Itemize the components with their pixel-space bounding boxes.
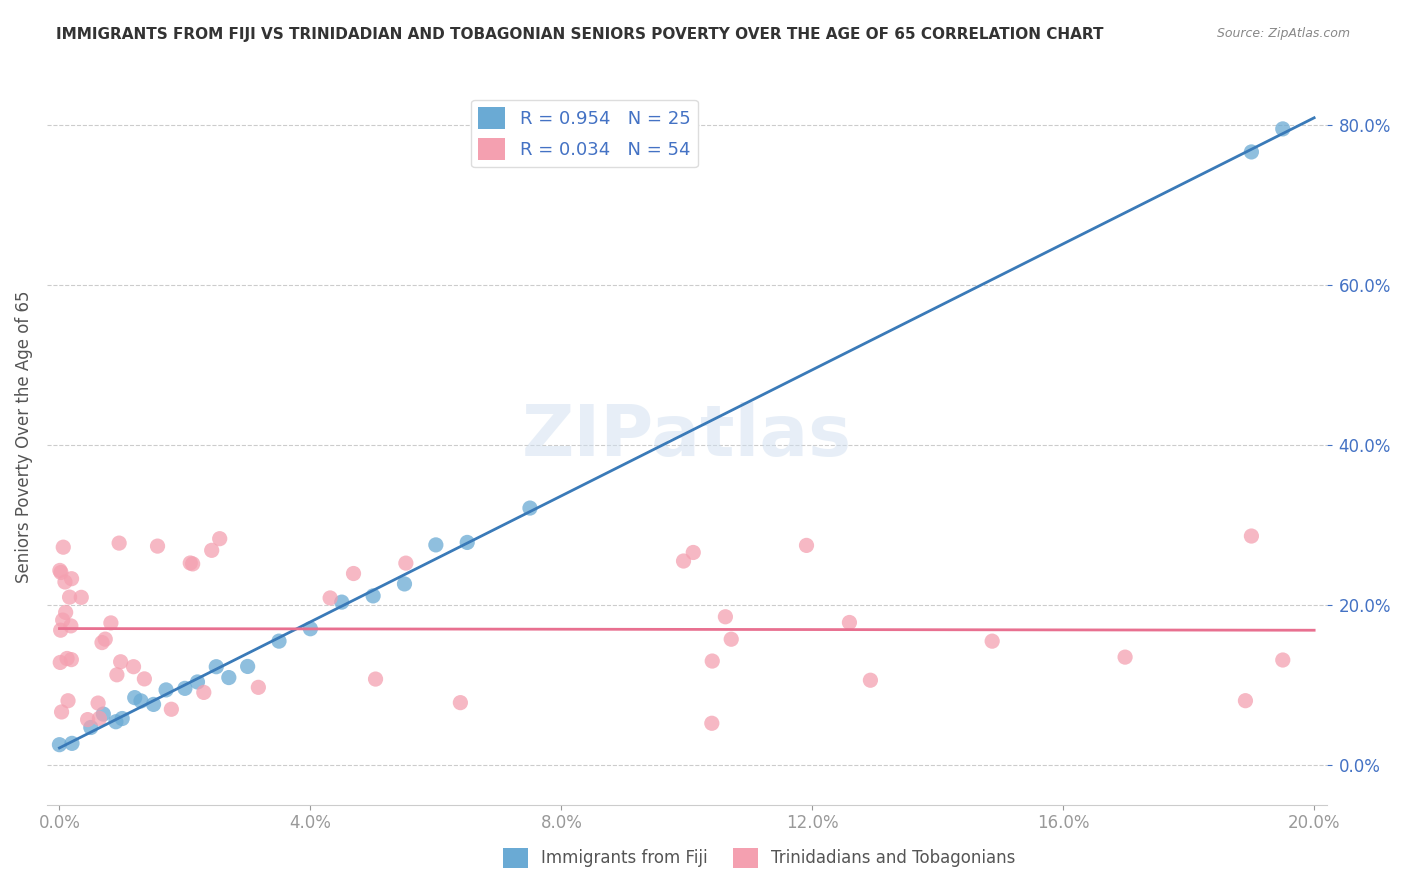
- Point: [80, 721, 103, 735]
- Y-axis label: Seniors Poverty Over the Age of 65: Seniors Poverty Over the Age of 65: [15, 291, 32, 582]
- Point: [87, 696, 110, 710]
- Point: [129, 694, 152, 708]
- Text: IMMIGRANTS FROM FIJI VS TRINIDADIAN AND TOBAGONIAN SENIORS POVERTY OVER THE AGE : IMMIGRANTS FROM FIJI VS TRINIDADIAN AND …: [56, 27, 1104, 42]
- Point: [48, 738, 70, 752]
- Point: [59, 619, 82, 633]
- Point: [700, 716, 723, 731]
- Point: [395, 556, 418, 570]
- Point: [236, 659, 259, 673]
- Point: [56, 694, 79, 708]
- Point: [714, 609, 737, 624]
- Point: [702, 654, 724, 668]
- Point: [838, 615, 860, 630]
- Point: [319, 591, 342, 605]
- Point: [1234, 694, 1257, 708]
- Point: [91, 635, 114, 649]
- Point: [60, 572, 83, 586]
- Point: [146, 539, 169, 553]
- Point: [449, 696, 471, 710]
- Point: [160, 702, 183, 716]
- Point: [519, 501, 541, 516]
- Point: [186, 675, 208, 690]
- Point: [49, 656, 72, 670]
- Point: [796, 538, 818, 552]
- Point: [299, 622, 322, 636]
- Text: Source: ZipAtlas.com: Source: ZipAtlas.com: [1216, 27, 1350, 40]
- Point: [110, 655, 132, 669]
- Point: [208, 532, 231, 546]
- Point: [193, 685, 215, 699]
- Point: [201, 543, 224, 558]
- Point: [51, 705, 73, 719]
- Point: [76, 713, 98, 727]
- Point: [1271, 121, 1294, 136]
- Point: [49, 623, 72, 637]
- Point: [142, 698, 165, 712]
- Point: [94, 632, 117, 647]
- Point: [179, 556, 201, 570]
- Point: [425, 538, 447, 552]
- Point: [49, 564, 72, 578]
- Point: [155, 682, 177, 697]
- Point: [682, 545, 704, 559]
- Point: [105, 667, 128, 681]
- Point: [330, 595, 353, 609]
- Point: [124, 690, 146, 705]
- Point: [394, 577, 416, 591]
- Point: [111, 712, 134, 726]
- Point: [70, 591, 93, 605]
- Point: [100, 615, 122, 630]
- Point: [218, 671, 240, 685]
- Text: ZIPatlas: ZIPatlas: [522, 402, 852, 471]
- Point: [60, 652, 83, 666]
- Point: [60, 736, 83, 750]
- Point: [108, 536, 131, 550]
- Point: [342, 566, 364, 581]
- Point: [247, 681, 270, 695]
- Point: [672, 554, 695, 568]
- Point: [267, 634, 290, 648]
- Point: [456, 535, 478, 549]
- Point: [364, 672, 387, 686]
- Point: [720, 632, 742, 647]
- Point: [174, 681, 197, 696]
- Point: [49, 566, 72, 580]
- Point: [52, 613, 75, 627]
- Point: [981, 634, 1004, 648]
- Point: [859, 673, 882, 688]
- Point: [56, 651, 79, 665]
- Point: [122, 659, 145, 673]
- Legend: Immigrants from Fiji, Trinidadians and Tobagonians: Immigrants from Fiji, Trinidadians and T…: [496, 841, 1022, 875]
- Point: [93, 707, 115, 722]
- Point: [181, 557, 204, 571]
- Point: [89, 711, 111, 725]
- Point: [1271, 653, 1294, 667]
- Point: [55, 606, 77, 620]
- Point: [134, 672, 156, 686]
- Point: [1240, 145, 1263, 159]
- Point: [53, 574, 76, 589]
- Point: [361, 589, 384, 603]
- Legend: R = 0.954   N = 25, R = 0.034   N = 54: R = 0.954 N = 25, R = 0.034 N = 54: [471, 100, 697, 167]
- Point: [1240, 529, 1263, 543]
- Point: [58, 590, 80, 604]
- Point: [104, 714, 127, 729]
- Point: [1114, 650, 1136, 665]
- Point: [205, 659, 228, 673]
- Point: [52, 540, 75, 554]
